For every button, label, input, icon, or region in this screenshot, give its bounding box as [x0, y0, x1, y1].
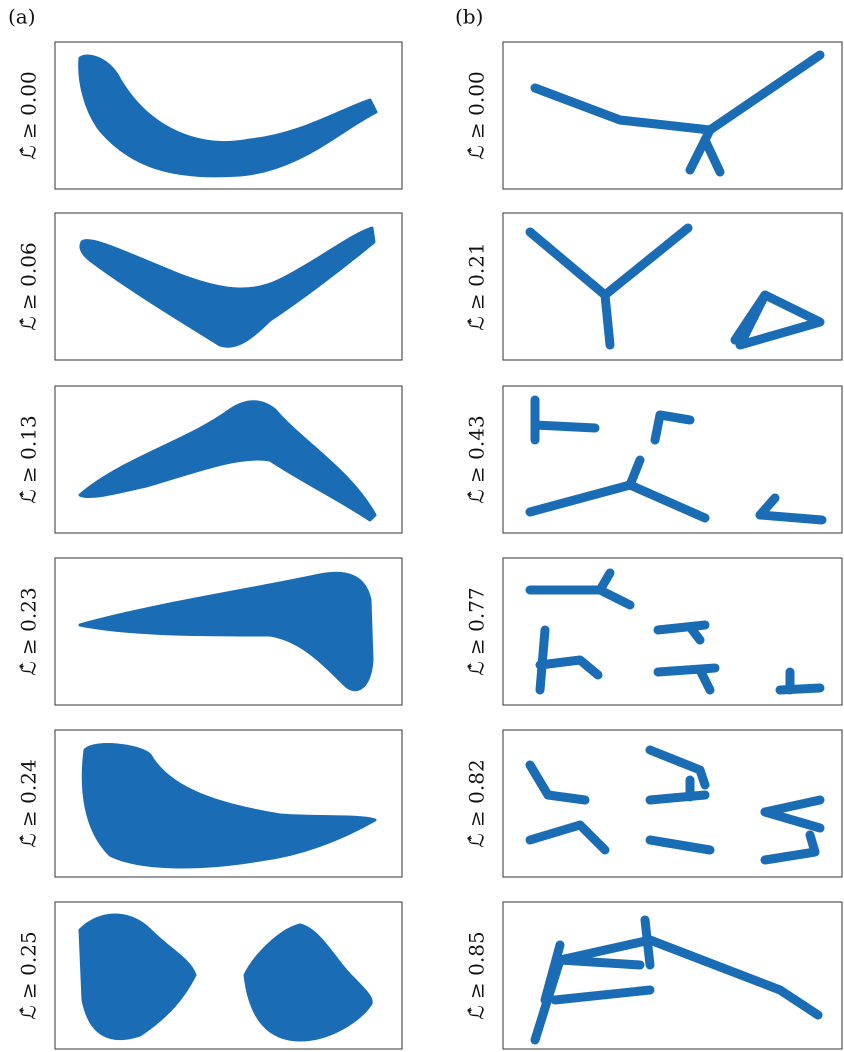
point-branch — [535, 625, 550, 695]
point-branch — [530, 935, 823, 1045]
panel-frame — [54, 557, 403, 706]
panel-label: ℒ̂ ≥ 0.43 — [465, 415, 489, 503]
point-branch — [550, 985, 655, 1005]
point-branch — [755, 510, 827, 525]
point-branch — [640, 915, 655, 970]
column-label: (b) — [455, 5, 483, 29]
point-branch — [535, 655, 603, 680]
panel-label: ℒ̂ ≥ 0.00 — [17, 71, 41, 159]
point-branch — [600, 290, 615, 350]
point-branch — [530, 50, 825, 135]
point-branch — [755, 493, 780, 520]
point-branch — [595, 568, 615, 595]
point-branch — [525, 585, 635, 610]
point-branch — [730, 290, 825, 350]
panel-frame — [54, 41, 403, 190]
panel-label: ℒ̂ ≥ 0.25 — [17, 931, 41, 1019]
panel-label: ℒ̂ ≥ 0.85 — [465, 931, 489, 1019]
point-cloud — [243, 923, 373, 1042]
point-branch — [655, 410, 695, 425]
point-branch — [645, 745, 710, 790]
point-cloud — [78, 400, 377, 522]
point-branch — [525, 820, 610, 855]
panel-frame — [502, 385, 843, 534]
panel-frame — [502, 212, 843, 361]
panel-frame — [54, 212, 403, 361]
point-branch — [760, 830, 820, 865]
panel-label: ℒ̂ ≥ 0.82 — [465, 759, 489, 847]
panel-label: ℒ̂ ≥ 0.00 — [465, 71, 489, 159]
panel-frame — [54, 385, 403, 534]
panel-label: ℒ̂ ≥ 0.21 — [465, 242, 489, 330]
panel-frame — [502, 901, 843, 1050]
panel-label: ℒ̂ ≥ 0.23 — [17, 587, 41, 675]
point-branch — [525, 760, 590, 805]
point-branch — [540, 940, 565, 1005]
panel-label: ℒ̂ ≥ 0.13 — [17, 415, 41, 503]
point-branch — [650, 410, 665, 445]
panel-label: ℒ̂ ≥ 0.77 — [465, 587, 489, 675]
point-branch — [530, 420, 600, 433]
point-branch — [695, 665, 715, 695]
point-branch — [685, 622, 705, 645]
point-branch — [645, 835, 715, 855]
point-branch — [653, 620, 710, 635]
panel-label: ℒ̂ ≥ 0.24 — [17, 759, 41, 847]
point-branch — [525, 480, 710, 523]
point-branch — [700, 135, 725, 177]
point-cloud — [81, 743, 377, 869]
panel-label: ℒ̂ ≥ 0.06 — [17, 242, 41, 330]
point-cloud — [78, 913, 197, 1041]
point-branch — [625, 455, 645, 490]
panel-frame — [54, 729, 403, 878]
point-branch — [653, 663, 720, 677]
panel-frame — [502, 557, 843, 706]
point-branch — [645, 790, 710, 805]
point-cloud — [79, 226, 376, 348]
point-cloud — [78, 54, 378, 178]
panel-frame — [502, 41, 843, 190]
point-branch — [555, 955, 645, 970]
panel-frame — [502, 729, 843, 878]
point-branch — [760, 807, 825, 833]
point-cloud — [78, 571, 374, 692]
panel-frame — [54, 901, 403, 1050]
column-label: (a) — [8, 5, 36, 29]
point-branch — [525, 223, 693, 300]
